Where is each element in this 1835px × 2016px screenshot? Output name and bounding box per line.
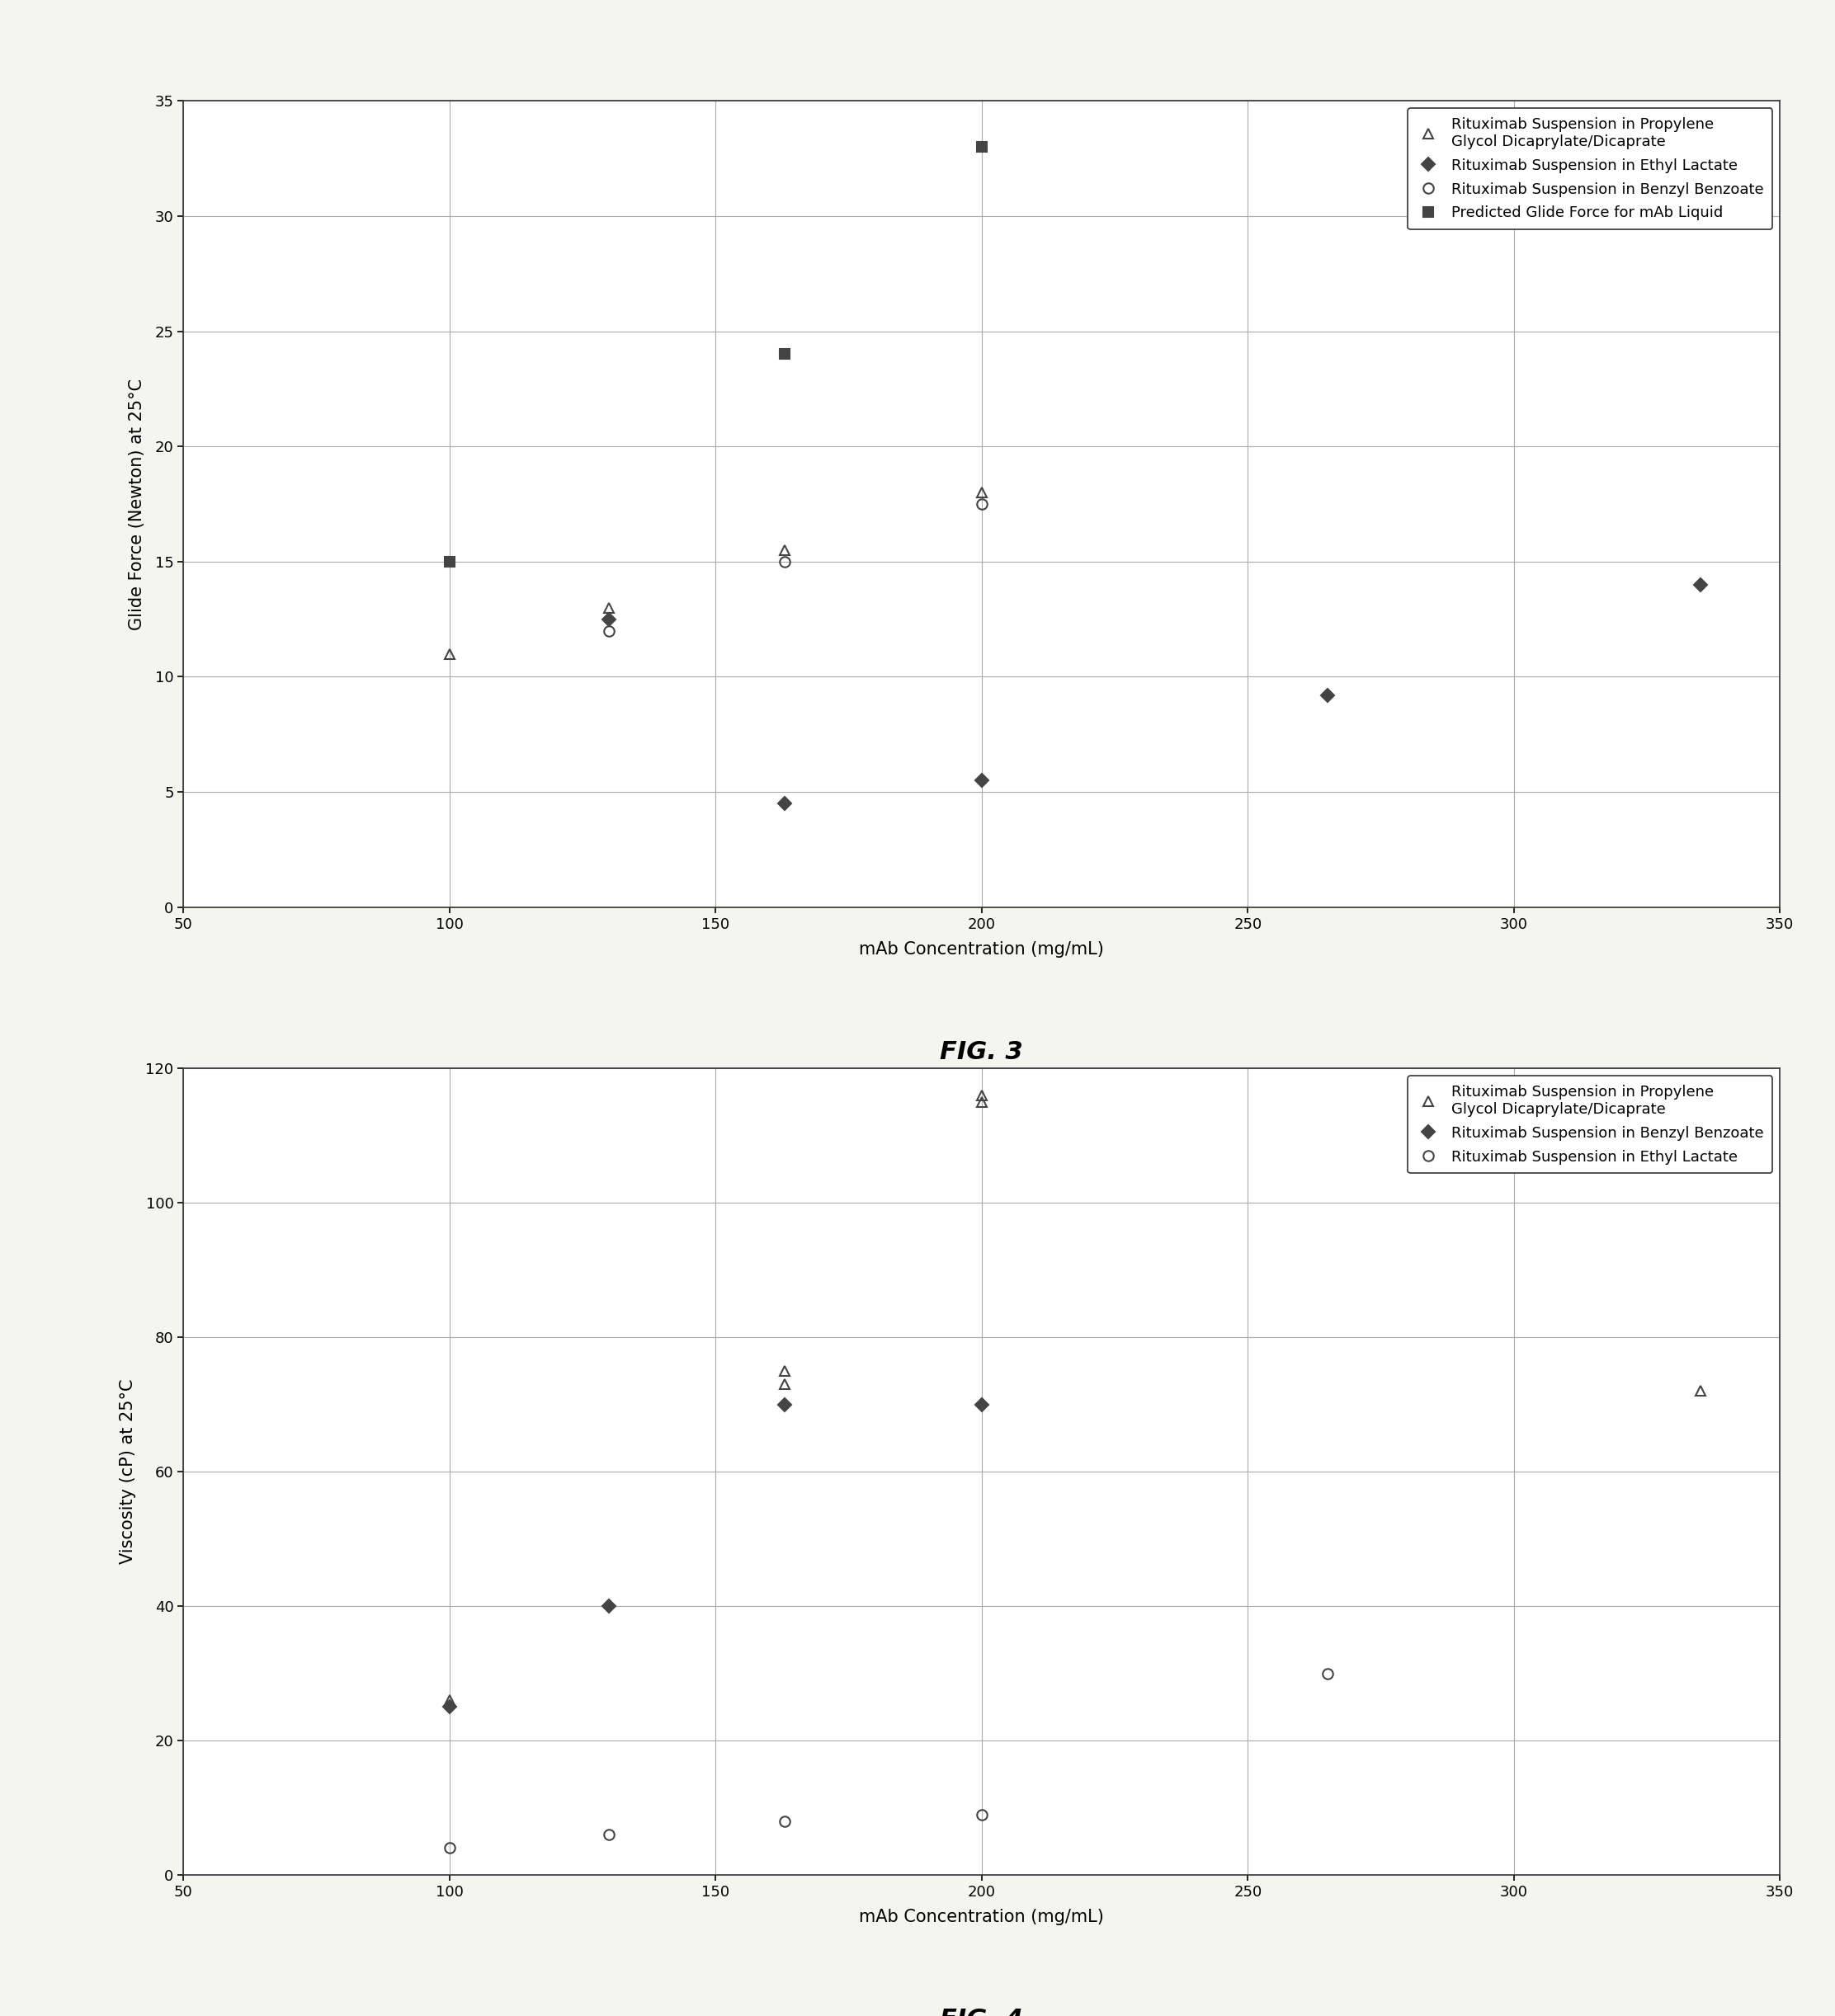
Y-axis label: Viscosity (cP) at 25°C: Viscosity (cP) at 25°C	[119, 1379, 136, 1564]
X-axis label: mAb Concentration (mg/mL): mAb Concentration (mg/mL)	[859, 1909, 1105, 1925]
Y-axis label: Glide Force (Newton) at 25°C: Glide Force (Newton) at 25°C	[128, 379, 145, 629]
Text: FIG. 3: FIG. 3	[940, 1040, 1024, 1064]
Legend: Rituximab Suspension in Propylene
Glycol Dicaprylate/Dicaprate, Rituximab Suspen: Rituximab Suspension in Propylene Glycol…	[1407, 1077, 1773, 1173]
X-axis label: mAb Concentration (mg/mL): mAb Concentration (mg/mL)	[859, 941, 1105, 958]
Text: FIG. 4: FIG. 4	[940, 2008, 1024, 2016]
Legend: Rituximab Suspension in Propylene
Glycol Dicaprylate/Dicaprate, Rituximab Suspen: Rituximab Suspension in Propylene Glycol…	[1407, 109, 1773, 230]
